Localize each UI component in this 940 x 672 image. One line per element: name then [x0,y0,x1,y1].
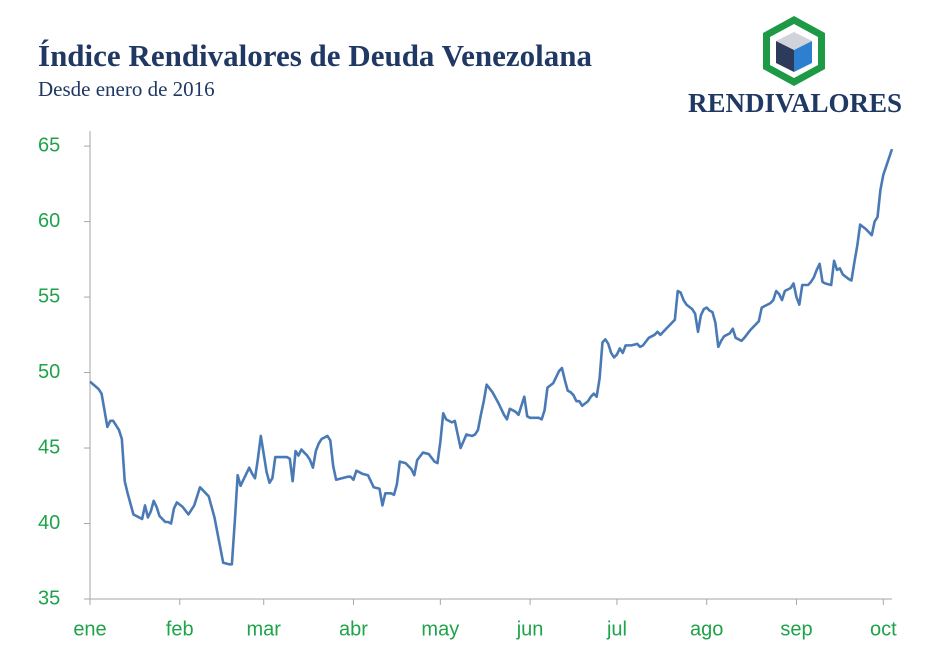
x-tick-label: abr [339,618,368,640]
x-tick-label: sep [780,618,812,640]
y-tick-label: 50 [38,361,60,383]
chart-subtitle: Desde enero de 2016 [38,77,215,101]
x-tick-label: feb [166,618,194,640]
y-tick-label: 40 [38,512,60,534]
y-tick-label: 35 [38,587,60,609]
x-tick-label: may [421,618,459,640]
y-tick-label: 55 [38,285,60,307]
x-tick-label: mar [246,618,281,640]
chart-title: Índice Rendivalores de Deuda Venezolana [38,38,593,73]
x-tick-label: ago [690,618,723,640]
x-tick-label: oct [870,618,897,640]
logo-text: RENDIVALORES [688,88,902,118]
x-tick-label: ene [73,618,106,640]
logo-icon [763,16,825,86]
x-tick-label: jun [516,618,544,640]
y-tick-label: 45 [38,436,60,458]
x-tick-label: jul [606,618,627,640]
y-tick-label: 60 [38,210,60,232]
y-tick-label: 65 [38,134,60,156]
data-line [89,148,894,566]
